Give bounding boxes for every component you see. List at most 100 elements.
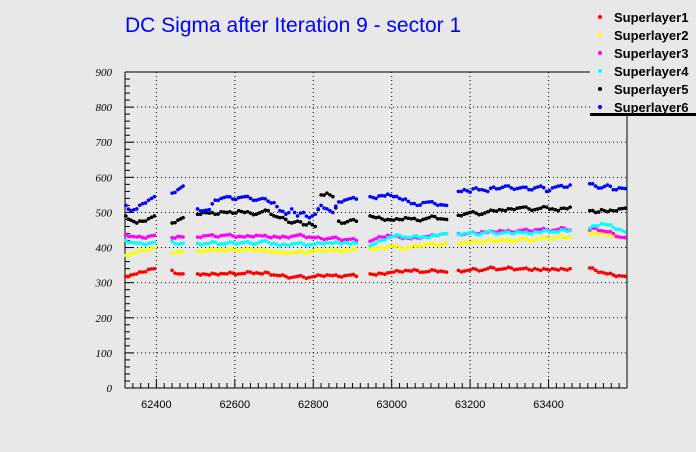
data-point-superlayer1 <box>272 273 276 277</box>
data-point-superlayer1 <box>269 273 273 277</box>
data-point-superlayer1 <box>421 270 425 274</box>
data-point-superlayer5 <box>521 205 525 209</box>
x-tick-label: 63400 <box>533 399 564 411</box>
data-point-superlayer3 <box>123 232 128 237</box>
data-point-superlayer1 <box>544 267 549 272</box>
data-point-superlayer4 <box>231 240 235 245</box>
data-point-superlayer5 <box>500 208 505 212</box>
data-point-superlayer6 <box>354 197 359 201</box>
data-point-superlayer1 <box>210 271 215 276</box>
data-point-superlayer2 <box>181 249 185 253</box>
data-point-superlayer2 <box>559 234 564 239</box>
data-point-superlayer4 <box>444 231 449 236</box>
data-point-superlayer2 <box>339 249 344 254</box>
data-point-superlayer1 <box>388 270 393 275</box>
legend-marker-icon <box>598 105 602 109</box>
data-point-superlayer5 <box>377 215 381 219</box>
data-point-superlayer2 <box>173 251 177 256</box>
data-point-superlayer6 <box>345 197 350 202</box>
y-tick-label: 400 <box>96 243 113 255</box>
legend-label: Superlayer5 <box>614 81 689 97</box>
data-point-superlayer6 <box>544 189 549 194</box>
data-point-superlayer5 <box>544 205 549 209</box>
data-point-superlayer5 <box>310 222 315 227</box>
data-point-superlayer6 <box>263 196 268 201</box>
data-point-superlayer2 <box>307 249 312 254</box>
data-point-superlayer5 <box>480 212 484 216</box>
y-tick-label: 300 <box>95 278 113 290</box>
data-point-superlayer6 <box>331 210 335 215</box>
data-point-superlayer1 <box>494 267 499 272</box>
data-point-superlayer6 <box>385 192 390 196</box>
data-point-superlayer4 <box>418 235 422 240</box>
data-point-superlayer1 <box>491 266 496 270</box>
data-point-superlayer4 <box>623 229 627 234</box>
data-point-superlayer5 <box>129 218 133 222</box>
data-point-superlayer5 <box>427 215 431 220</box>
data-point-superlayer4 <box>257 240 262 245</box>
data-point-superlayer2 <box>236 248 241 252</box>
data-point-superlayer2 <box>565 236 569 241</box>
data-point-superlayer1 <box>368 272 372 276</box>
data-point-superlayer3 <box>524 227 528 232</box>
data-point-superlayer6 <box>134 207 139 211</box>
data-point-superlayer1 <box>462 269 467 273</box>
data-point-superlayer2 <box>272 249 276 254</box>
data-point-superlayer5 <box>149 215 154 220</box>
data-point-superlayer5 <box>524 205 528 209</box>
data-point-superlayer4 <box>201 242 206 246</box>
data-point-superlayer1 <box>383 272 387 277</box>
data-point-superlayer6 <box>368 194 372 199</box>
data-point-superlayer5 <box>345 219 350 224</box>
data-point-superlayer3 <box>348 237 353 241</box>
legend-entry: Superlayer4 <box>590 62 688 80</box>
data-point-superlayer4 <box>248 241 253 245</box>
data-point-superlayer4 <box>228 240 232 244</box>
data-point-superlayer6 <box>483 188 487 193</box>
data-point-superlayer6 <box>132 208 136 212</box>
data-point-superlayer2 <box>544 235 549 240</box>
data-point-superlayer6 <box>219 196 223 201</box>
data-point-superlayer3 <box>380 235 384 239</box>
data-point-superlayer1 <box>433 268 437 273</box>
data-point-superlayer6 <box>140 201 145 206</box>
data-point-superlayer6 <box>590 182 595 186</box>
data-point-superlayer1 <box>316 273 320 277</box>
data-point-superlayer2 <box>462 240 467 245</box>
data-point-superlayer6 <box>380 193 384 198</box>
data-point-superlayer2 <box>515 238 519 242</box>
data-point-superlayer2 <box>456 241 461 246</box>
data-point-superlayer5 <box>263 208 268 212</box>
data-point-superlayer4 <box>427 235 431 240</box>
data-point-superlayer5 <box>286 220 291 225</box>
data-point-superlayer4 <box>146 241 151 246</box>
data-point-superlayer2 <box>354 247 359 252</box>
data-point-superlayer6 <box>383 194 387 198</box>
data-point-superlayer3 <box>608 229 613 234</box>
data-point-superlayer5 <box>348 218 353 222</box>
data-point-superlayer1 <box>295 274 300 279</box>
data-point-superlayer6 <box>518 186 522 190</box>
data-point-superlayer2 <box>506 238 511 242</box>
data-point-superlayer2 <box>611 234 616 239</box>
data-point-superlayer6 <box>568 183 572 187</box>
data-point-superlayer6 <box>248 196 253 201</box>
data-point-superlayer4 <box>132 241 136 245</box>
data-point-superlayer2 <box>485 238 490 243</box>
data-point-superlayer1 <box>438 269 443 273</box>
data-point-superlayer1 <box>556 268 561 272</box>
data-point-superlayer2 <box>310 249 315 254</box>
data-point-superlayer5 <box>550 207 555 211</box>
data-point-superlayer5 <box>415 218 419 222</box>
data-point-superlayer4 <box>275 242 279 247</box>
data-point-superlayer1 <box>400 270 405 274</box>
data-point-superlayer1 <box>307 275 312 280</box>
data-point-superlayer2 <box>345 248 350 252</box>
data-point-superlayer2 <box>140 248 145 253</box>
data-point-superlayer4 <box>289 242 294 246</box>
data-point-superlayer3 <box>596 228 601 233</box>
data-point-superlayer5 <box>371 215 375 219</box>
data-point-superlayer4 <box>334 240 338 244</box>
data-point-superlayer2 <box>222 248 226 252</box>
data-point-superlayer5 <box>388 218 393 222</box>
